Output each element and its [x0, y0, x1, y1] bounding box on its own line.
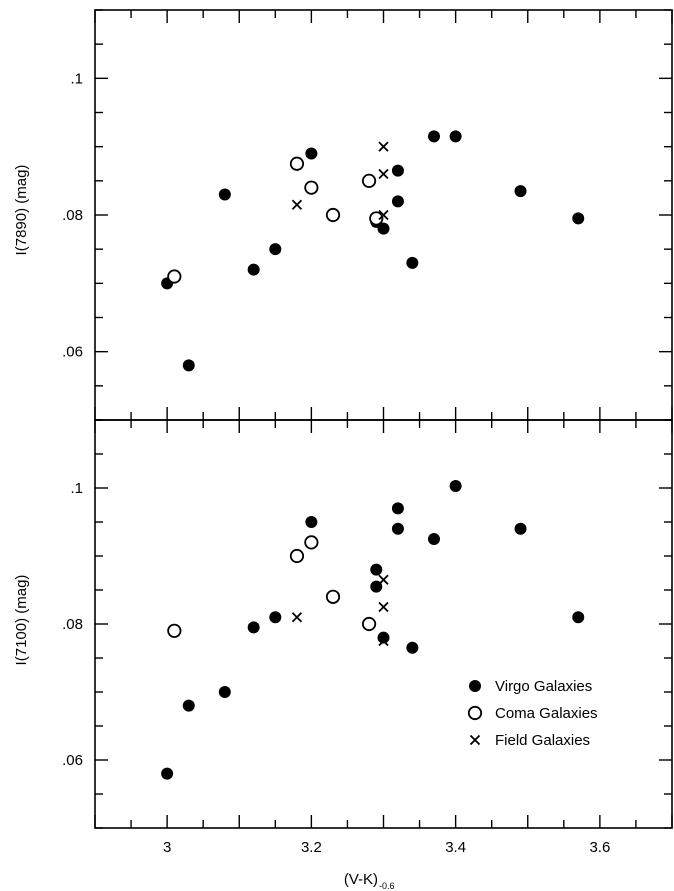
field-point [378, 141, 389, 152]
virgo-point [247, 621, 260, 634]
virgo-point [427, 533, 440, 545]
virgo-point [572, 212, 585, 225]
coma-point [167, 623, 182, 638]
virgo-point [182, 699, 195, 712]
virgo-point [391, 502, 404, 515]
field-point [378, 635, 389, 647]
field-point [291, 199, 303, 210]
x-axis-label-subscript: -0.6 [379, 881, 395, 891]
virgo-point [514, 522, 527, 535]
coma-point [325, 207, 341, 223]
field-point [378, 209, 389, 221]
y-tick-label: .06 [62, 344, 83, 361]
coma-point [361, 616, 377, 632]
legend-label: Coma Galaxies [495, 705, 598, 722]
field-point [291, 612, 303, 623]
virgo-point [449, 130, 462, 143]
field-point [378, 601, 389, 613]
coma-point [289, 156, 305, 171]
legend-marker-field [469, 734, 481, 746]
coma-point [304, 535, 319, 550]
y-tick-label: .08 [62, 616, 83, 633]
virgo-point [305, 516, 318, 528]
virgo-point [406, 641, 419, 654]
plot-frame [94, 419, 673, 829]
y-axis-label-bottom: I(7100) (mag) [13, 575, 30, 666]
virgo-point [305, 147, 318, 160]
virgo-point [391, 164, 404, 177]
coma-point [304, 180, 319, 195]
virgo-point [406, 256, 419, 269]
virgo-point [247, 263, 260, 276]
virgo-point [370, 563, 383, 576]
legend-marker-coma [467, 705, 483, 721]
virgo-point [514, 185, 527, 198]
coma-point [361, 173, 377, 188]
virgo-point [449, 479, 462, 492]
virgo-point [572, 611, 585, 624]
legend-label: Virgo Galaxies [495, 678, 592, 695]
legend: Virgo Galaxies Coma Galaxies Field Galaxie… [467, 678, 598, 749]
top-panel: .06 .08 .1 [62, 9, 673, 421]
y-tick-label: .1 [70, 480, 83, 497]
virgo-point [182, 359, 195, 372]
x-tick-label: 3.2 [301, 839, 322, 856]
virgo-point [391, 522, 404, 535]
virgo-point [377, 222, 390, 235]
bottom-panel: .06 .08 .1 3 3.2 3.4 3.6 [62, 419, 673, 856]
virgo-point [391, 195, 404, 208]
virgo-point [218, 188, 231, 201]
coma-point [325, 589, 341, 604]
x-axis-label-main: (V-K) [344, 871, 378, 888]
legend-label: Field Galaxies [495, 732, 590, 749]
legend-marker-virgo [469, 680, 481, 692]
field-point [378, 574, 389, 585]
virgo-point [427, 130, 440, 143]
y-tick-label: .1 [70, 70, 83, 87]
virgo-point [218, 686, 231, 698]
x-axis-label: (V-K) [344, 871, 378, 888]
virgo-point [377, 631, 390, 644]
x-tick-label: 3.4 [445, 839, 466, 856]
y-tick-label: .08 [62, 207, 83, 224]
coma-point [289, 548, 305, 564]
x-tick-label: 3.6 [589, 839, 610, 856]
virgo-point [161, 767, 174, 780]
y-axis-label-top: I(7890) (mag) [13, 165, 30, 256]
field-point [378, 168, 389, 180]
coma-point [369, 211, 384, 226]
virgo-point [269, 611, 282, 624]
virgo-point [269, 243, 282, 256]
x-tick-label: 3 [163, 839, 171, 856]
y-tick-label: .06 [62, 752, 83, 769]
coma-point [167, 269, 182, 284]
